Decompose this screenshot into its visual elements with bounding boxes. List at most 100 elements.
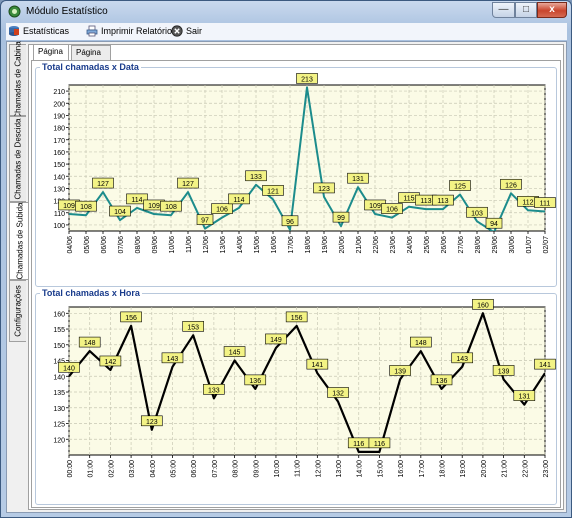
x-tick-label: 02/07: [543, 236, 550, 254]
data-label-text: 109: [148, 203, 160, 210]
page-content: Total chamadas x Data 100 110 120 130 140 150…: [31, 60, 561, 508]
data-label-text: 153: [187, 324, 199, 331]
minimize-button[interactable]: —: [492, 2, 515, 18]
menu-sair[interactable]: Sair: [171, 25, 202, 37]
data-label-box: [161, 352, 184, 364]
x-tick-label: 06/06: [101, 236, 108, 254]
tab-chamadas-de-descida[interactable]: Chamadas de Descida: [9, 116, 26, 202]
client-area: Chamadas de Cabina Chamadas de Descida C…: [6, 41, 567, 513]
data-label-box: [177, 177, 199, 189]
tab-label: Chamadas de Cabina: [13, 41, 23, 119]
data-label-box: [244, 374, 267, 386]
x-tick-label: 19:00: [460, 460, 467, 478]
data-label-text: 109: [369, 203, 381, 210]
data-label: 116: [347, 437, 370, 449]
y-tick-label: 150: [53, 343, 65, 350]
data-label-text: 141: [312, 362, 324, 369]
tab-chamadas-de-cabina[interactable]: Chamadas de Cabina: [9, 41, 26, 119]
data-label-box: [92, 177, 114, 189]
data-label-text: 156: [125, 315, 137, 322]
data-label-box: [492, 365, 515, 376]
data-label-box: [203, 384, 225, 395]
data-label: 114: [228, 193, 250, 205]
tab-configuracoes[interactable]: Configurações: [9, 280, 26, 342]
data-label-box: [332, 211, 350, 223]
x-tick-label: 28/06: [475, 236, 482, 254]
data-label-text: 126: [505, 182, 517, 189]
y-tick-label: 170: [53, 138, 65, 145]
data-label: 126: [500, 178, 522, 190]
x-tick-label: 08/06: [135, 236, 142, 254]
close-button[interactable]: x: [537, 2, 567, 18]
title-bar[interactable]: Módulo Estatístico — □ x: [1, 1, 571, 23]
x-tick-label: 22:00: [522, 460, 529, 478]
data-label: 149: [265, 333, 287, 345]
menu-estatisticas[interactable]: Estatísticas: [8, 25, 69, 37]
y-tick-label: 135: [53, 390, 65, 397]
y-tick-label: 210: [53, 89, 65, 96]
y-tick-label: 200: [53, 101, 65, 108]
maximize-button[interactable]: □: [515, 2, 537, 18]
data-label: 141: [534, 358, 556, 370]
data-label: 148: [410, 336, 432, 348]
y-tick-label: 130: [53, 406, 65, 413]
data-label: 148: [78, 336, 101, 348]
x-tick-label: 09/06: [152, 236, 159, 254]
data-label: 153: [182, 321, 204, 332]
menu-estatisticas-label: Estatísticas: [23, 26, 70, 36]
data-label-text: 121: [267, 188, 279, 195]
data-label: 127: [92, 177, 114, 189]
data-label: 156: [120, 311, 142, 323]
data-label: 133: [245, 170, 267, 182]
data-label-box: [466, 206, 488, 218]
data-label-text: 139: [394, 368, 406, 375]
tab-pagina-2[interactable]: Página 2: [71, 45, 111, 70]
data-label-box: [109, 205, 131, 217]
data-label-text: 127: [97, 181, 109, 188]
data-label-box: [389, 365, 411, 376]
data-label: 143: [161, 352, 184, 364]
x-tick-label: 04:00: [150, 460, 157, 478]
data-label-text: 113: [437, 198, 448, 205]
data-label-text: 145: [229, 350, 241, 357]
data-label-text: 131: [352, 176, 364, 183]
series-line: [69, 86, 545, 231]
data-label-text: 108: [165, 204, 177, 211]
x-tick-label: 12/06: [203, 236, 210, 254]
x-tick-label: 30/06: [509, 236, 516, 254]
data-label: 123: [313, 182, 335, 194]
data-label-box: [500, 178, 522, 190]
x-tick-label: 26/06: [441, 236, 448, 254]
x-tick-label: 00:00: [67, 460, 74, 478]
x-tick-label: 10/06: [169, 236, 176, 254]
x-tick-label: 09:00: [253, 460, 260, 478]
data-label-text: 156: [291, 315, 303, 322]
menu-imprimir-relatorios[interactable]: Imprimir Relatórios: [86, 25, 177, 37]
chart-title: Total chamadas x Hora: [40, 288, 142, 298]
data-label: 125: [449, 180, 471, 191]
x-tick-label: 29/06: [492, 236, 499, 254]
data-label-box: [126, 193, 148, 205]
y-tick-label: 130: [53, 186, 65, 193]
data-label-text: 127: [182, 181, 194, 188]
menu-bar: Estatísticas Imprimir Relatórios Sair: [6, 23, 567, 40]
data-label-box: [281, 215, 299, 227]
tab-pagina-1[interactable]: Página 1: [33, 44, 69, 69]
app-icon: [8, 5, 21, 18]
menu-imprimir-label: Imprimir Relatórios: [101, 26, 177, 36]
x-tick-label: 24/06: [407, 236, 414, 254]
data-label-box: [245, 170, 267, 182]
data-label-text: 112: [522, 199, 533, 206]
x-tick-label: 23:00: [543, 460, 550, 478]
tab-chamadas-de-subida[interactable]: Chamadas de Subida: [9, 202, 29, 280]
data-label-text: 141: [539, 362, 551, 369]
x-tick-label: 06:00: [191, 460, 198, 478]
data-label-text: 143: [456, 356, 468, 363]
data-label-text: 115: [403, 196, 414, 203]
data-label-text: 99: [337, 215, 345, 222]
data-label: 114: [126, 193, 148, 205]
data-label: 113: [432, 194, 454, 206]
menu-sair-label: Sair: [186, 26, 203, 36]
database-icon: [9, 26, 19, 36]
x-tick-label: 05/06: [84, 236, 91, 254]
